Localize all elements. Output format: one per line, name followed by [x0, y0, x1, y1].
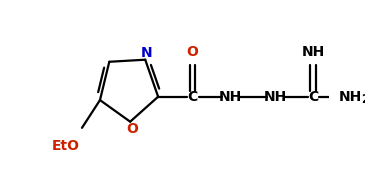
Text: NH: NH [339, 90, 362, 104]
Text: O: O [187, 45, 198, 59]
Text: EtO: EtO [52, 139, 80, 153]
Text: NH: NH [219, 90, 242, 104]
Text: NH: NH [264, 90, 287, 104]
Text: O: O [126, 122, 138, 136]
Text: NH: NH [301, 45, 324, 59]
Text: 2: 2 [361, 93, 365, 106]
Text: N: N [140, 46, 152, 60]
Text: C: C [187, 90, 197, 104]
Text: C: C [308, 90, 318, 104]
